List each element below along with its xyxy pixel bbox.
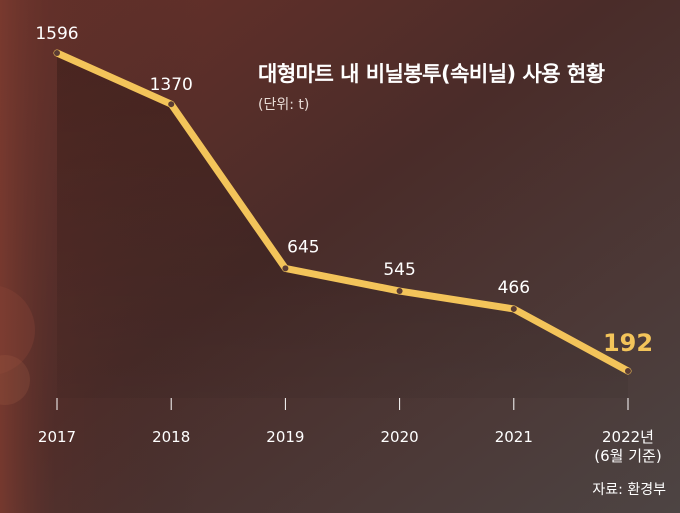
source-label: 자료: 환경부 xyxy=(592,482,666,498)
x-tick-label-1: 2018 xyxy=(152,428,190,446)
area-under-line xyxy=(57,53,628,398)
x-tick-label-5-line-1: (6월 기준) xyxy=(594,447,661,465)
data-points xyxy=(54,50,631,374)
data-point-4 xyxy=(510,305,517,312)
data-label-3: 545 xyxy=(383,260,415,280)
series-line xyxy=(53,49,632,375)
data-labels: 1596 1370 645 545 466 192 xyxy=(35,24,653,357)
data-label-4: 466 xyxy=(498,278,530,298)
x-tick-label-3: 2020 xyxy=(381,428,419,446)
data-point-5 xyxy=(625,368,631,374)
data-label-2: 645 xyxy=(287,237,319,257)
x-axis-ticks xyxy=(56,398,629,410)
data-point-3 xyxy=(396,288,403,295)
x-tick-label-5-line-0: 2022년 xyxy=(602,428,654,446)
unit-label: (단위: t) xyxy=(258,97,310,113)
x-tick-labels: 2017 2018 2019 2020 2021 2022년(6월 기준) xyxy=(38,428,662,465)
data-label-0: 1596 xyxy=(35,24,78,44)
data-label-1: 1370 xyxy=(150,75,193,95)
data-point-1 xyxy=(168,101,175,108)
x-tick-label-0: 2017 xyxy=(38,428,76,446)
data-label-5: 192 xyxy=(603,329,653,357)
data-point-0 xyxy=(54,50,60,56)
data-point-2 xyxy=(282,265,289,272)
chart-title: 대형마트 내 비닐봉투(속비닐) 사용 현황 xyxy=(258,62,605,86)
x-tick-label-2: 2019 xyxy=(266,428,304,446)
x-tick-label-4: 2021 xyxy=(495,428,533,446)
